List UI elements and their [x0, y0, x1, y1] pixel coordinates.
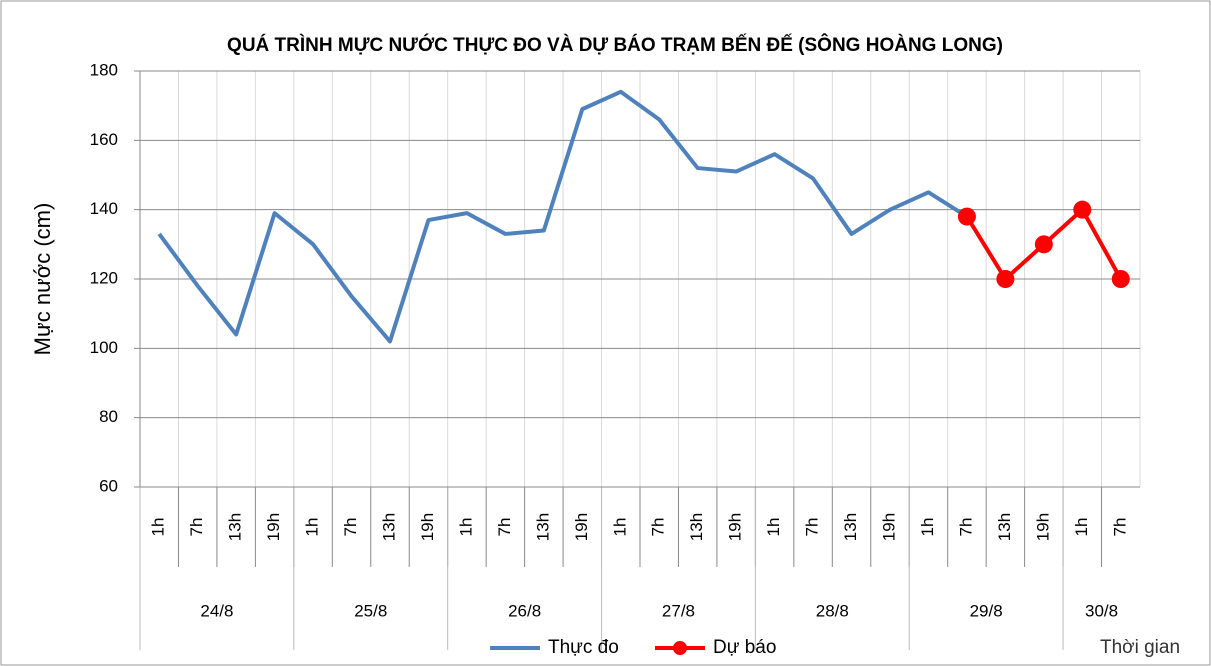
x-tick-label: 19h — [418, 513, 437, 541]
x-tick-label: 13h — [687, 513, 706, 541]
x-tick-label: 13h — [995, 513, 1014, 541]
x-tick-label: 1h — [303, 518, 322, 537]
chart-title: QUÁ TRÌNH MỰC NƯỚC THỰC ĐO VÀ DỰ BÁO TRẠ… — [227, 34, 1003, 56]
legend-marker — [673, 641, 687, 655]
group-label: 27/8 — [662, 601, 695, 620]
x-tick-label: 1h — [610, 518, 629, 537]
x-tick-label: 13h — [379, 513, 398, 541]
x-tick-label: 13h — [533, 513, 552, 541]
point — [1073, 200, 1092, 219]
x-tick-label: 19h — [726, 513, 745, 541]
point — [1034, 235, 1053, 254]
x-tick-label: 19h — [572, 513, 591, 541]
x-tick-label: 7h — [956, 518, 975, 537]
x-tick-label: 7h — [495, 518, 514, 537]
x-axis-label: Thời gian — [1100, 637, 1180, 658]
group-label: 30/8 — [1085, 601, 1118, 620]
y-tick-label: 160 — [90, 130, 118, 149]
x-tick-label: 19h — [1033, 513, 1052, 541]
x-tick-label: 7h — [341, 518, 360, 537]
y-tick-label: 120 — [90, 268, 118, 287]
x-tick-label: 7h — [803, 518, 822, 537]
y-tick-label: 80 — [99, 407, 118, 426]
legend-label: Thực đo — [548, 637, 619, 658]
group-label: 26/8 — [508, 601, 541, 620]
group-label: 25/8 — [354, 601, 387, 620]
x-tick-label: 1h — [1072, 518, 1091, 537]
point — [1111, 270, 1130, 288]
group-label: 24/8 — [200, 601, 233, 620]
legend-label: Dự báo — [713, 637, 776, 658]
point — [957, 207, 976, 226]
group-label: 28/8 — [816, 601, 849, 620]
y-tick-label: 180 — [90, 60, 118, 79]
x-tick-label: 7h — [649, 518, 668, 537]
x-tick-label: 1h — [456, 518, 475, 537]
x-tick-label: 1h — [918, 518, 937, 537]
group-label: 29/8 — [970, 601, 1003, 620]
y-tick-label: 100 — [90, 338, 118, 357]
point — [996, 270, 1015, 288]
x-tick-label: 7h — [187, 518, 206, 537]
x-tick-label: 1h — [149, 518, 168, 537]
x-tick-label: 13h — [226, 513, 245, 541]
series-line — [157, 89, 968, 344]
x-tick-label: 13h — [841, 513, 860, 541]
y-tick-label: 60 — [99, 476, 118, 495]
x-tick-label: 7h — [1110, 518, 1129, 537]
x-tick-label: 1h — [764, 518, 783, 537]
x-tick-label: 19h — [264, 513, 283, 541]
x-tick-label: 19h — [879, 513, 898, 541]
y-axis-label: Mực nước (cm) — [30, 203, 55, 356]
y-tick-label: 140 — [90, 199, 118, 218]
